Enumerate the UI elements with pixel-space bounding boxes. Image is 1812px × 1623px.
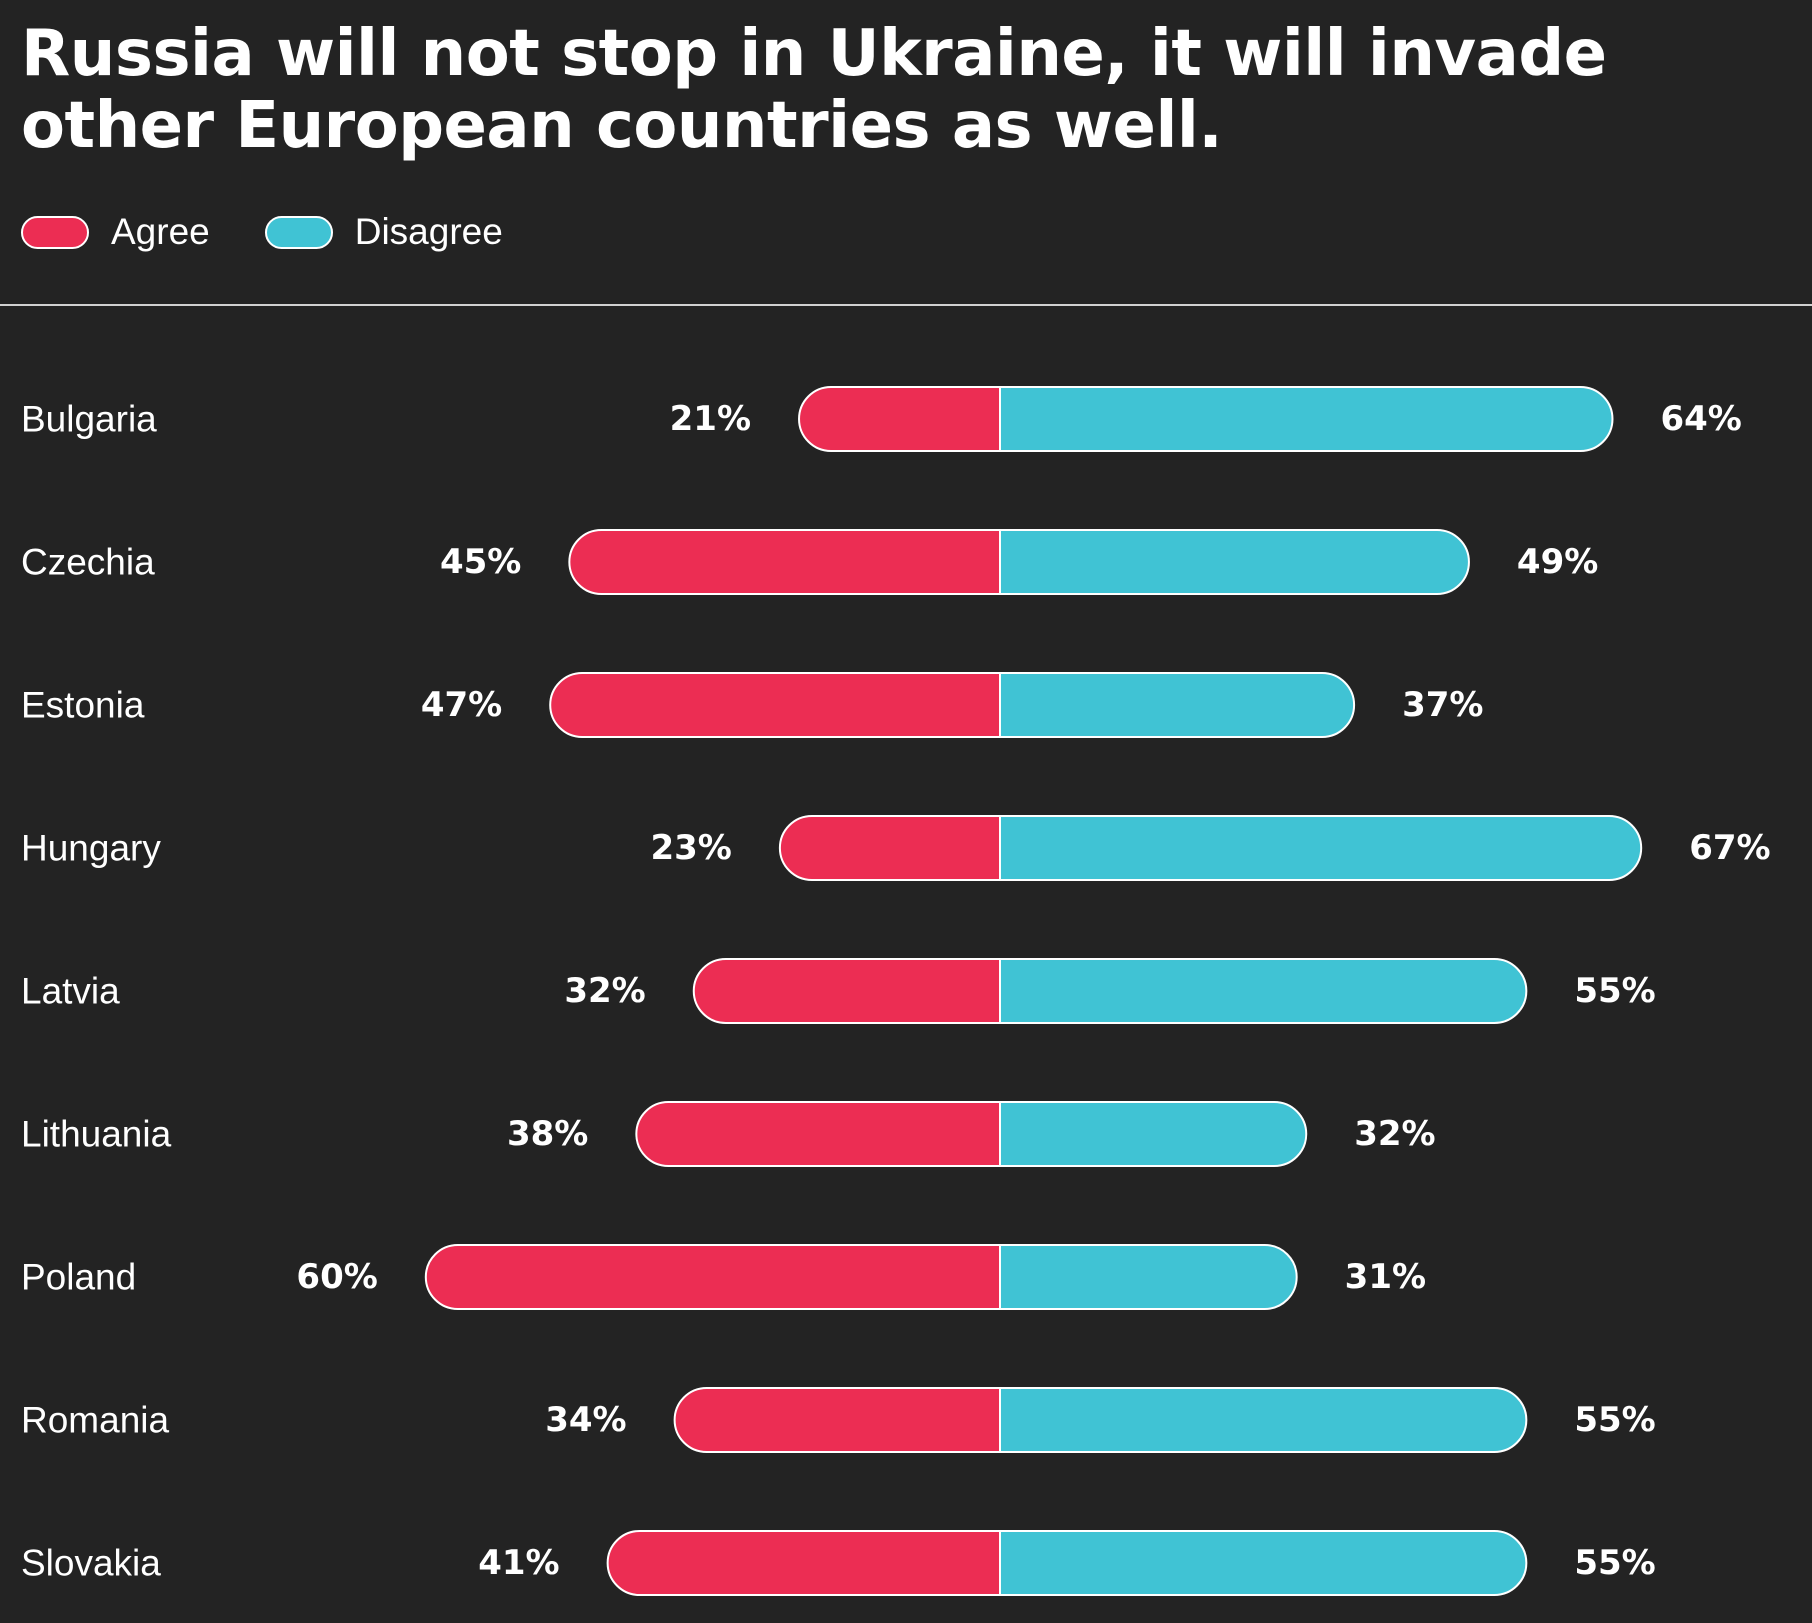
- country-label-czechia: Czechia: [21, 542, 155, 583]
- bar-row-czechia: Czechia 45% 49%: [21, 529, 1598, 595]
- disagree-value-label-bulgaria: 64%: [1660, 399, 1741, 439]
- bar-row-bulgaria: Bulgaria 21% 64%: [21, 386, 1742, 452]
- agree-value-label-hungary: 23%: [650, 828, 731, 868]
- disagree-value-label-poland: 31%: [1345, 1257, 1426, 1297]
- agree-value-label-latvia: 32%: [564, 971, 645, 1011]
- agree-bar-bulgaria: [798, 386, 1001, 452]
- disagree-value-label-lithuania: 32%: [1354, 1114, 1435, 1154]
- agree-bar-romania: [673, 1387, 1001, 1453]
- agree-bar-estonia: [549, 672, 1001, 738]
- disagree-value-label-czechia: 49%: [1517, 542, 1598, 582]
- agree-value-label-slovakia: 41%: [478, 1543, 559, 1583]
- agree-bar-czechia: [568, 529, 1001, 595]
- disagree-bar-czechia: [999, 529, 1470, 595]
- country-label-slovakia: Slovakia: [21, 1543, 161, 1584]
- chart-title: Russia will not stop in Ukraine, it will…: [21, 17, 1607, 163]
- disagree-bar-estonia: [999, 672, 1356, 738]
- bar-row-latvia: Latvia 32% 55%: [21, 958, 1656, 1024]
- legend-label-agree: Agree: [111, 211, 210, 252]
- agree-value-label-bulgaria: 21%: [670, 399, 751, 439]
- disagree-value-label-romania: 55%: [1574, 1400, 1655, 1440]
- legend-label-disagree: Disagree: [354, 211, 503, 252]
- disagree-bar-hungary: [999, 815, 1643, 881]
- disagree-value-label-slovakia: 55%: [1574, 1543, 1655, 1583]
- disagree-value-label-estonia: 37%: [1402, 685, 1483, 725]
- country-label-estonia: Estonia: [21, 685, 145, 726]
- agree-value-label-lithuania: 38%: [507, 1114, 588, 1154]
- agree-bar-slovakia: [606, 1530, 1001, 1596]
- legend-item-disagree: Disagree: [264, 211, 503, 253]
- bar-row-hungary: Hungary 23% 67%: [21, 815, 1771, 881]
- country-label-poland: Poland: [21, 1257, 136, 1298]
- country-label-bulgaria: Bulgaria: [21, 399, 157, 440]
- disagree-bar-slovakia: [999, 1530, 1528, 1596]
- agree-bar-hungary: [778, 815, 1001, 881]
- disagree-bar-romania: [999, 1387, 1528, 1453]
- agree-value-label-romania: 34%: [545, 1400, 626, 1440]
- country-label-latvia: Latvia: [21, 971, 120, 1012]
- header-divider: [0, 304, 1812, 306]
- agree-value-label-estonia: 47%: [421, 685, 502, 725]
- country-label-romania: Romania: [21, 1400, 169, 1441]
- bar-row-poland: Poland 60% 31%: [21, 1244, 1426, 1310]
- disagree-value-label-latvia: 55%: [1574, 971, 1655, 1011]
- country-label-lithuania: Lithuania: [21, 1114, 172, 1155]
- disagree-bar-poland: [999, 1244, 1298, 1310]
- disagree-bar-latvia: [999, 958, 1528, 1024]
- disagree-value-label-hungary: 67%: [1689, 828, 1770, 868]
- bar-row-estonia: Estonia 47% 37%: [21, 672, 1483, 738]
- legend: Agree Disagree: [21, 210, 558, 254]
- bar-row-lithuania: Lithuania 38% 32%: [21, 1101, 1436, 1167]
- country-label-hungary: Hungary: [21, 828, 161, 869]
- bar-row-slovakia: Slovakia 41% 55%: [21, 1530, 1656, 1596]
- agree-value-label-poland: 60%: [296, 1257, 377, 1297]
- legend-swatch-agree: [21, 215, 89, 249]
- agree-bar-poland: [424, 1244, 1001, 1310]
- bar-row-romania: Romania 34% 55%: [21, 1387, 1656, 1453]
- disagree-bar-bulgaria: [999, 386, 1614, 452]
- agree-bar-latvia: [692, 958, 1001, 1024]
- disagree-bar-lithuania: [999, 1101, 1308, 1167]
- legend-swatch-disagree: [264, 215, 333, 249]
- legend-item-agree: Agree: [21, 211, 210, 253]
- agree-bar-lithuania: [635, 1101, 1001, 1167]
- agree-value-label-czechia: 45%: [440, 542, 521, 582]
